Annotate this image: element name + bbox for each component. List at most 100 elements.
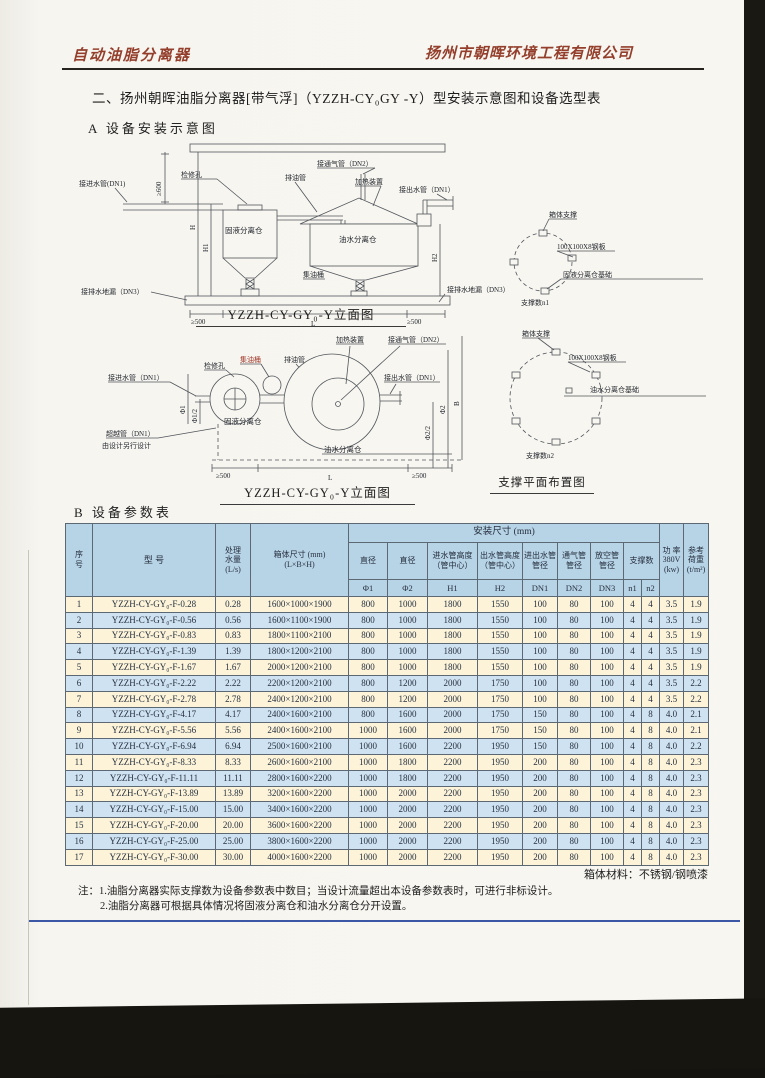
label-drain-left: 接排水地漏（DN3） xyxy=(81,287,144,296)
cell-flow: 30.00 xyxy=(215,848,251,866)
cell-box: 2000×1200×2100 xyxy=(250,659,349,676)
cell-box: 2800×1600×2200 xyxy=(250,769,349,787)
cell-no: 16 xyxy=(65,832,93,850)
cell-no: 10 xyxy=(65,738,93,755)
col-header-box: 箱体尺寸 (mm) (L×B×H) xyxy=(250,523,349,597)
cell-phi1: 800 xyxy=(348,659,388,676)
label-plan-500-right: ≥500 xyxy=(412,472,427,480)
scanned-page: 自动油脂分离器 扬州市朝晖环境工程有限公司 二、扬州朝晖油脂分离器[带气浮]（Y… xyxy=(0,0,746,1010)
cell-n2: 4 xyxy=(640,643,661,661)
cell-phi1: 800 xyxy=(348,674,388,692)
cell-dn3: 100 xyxy=(590,690,624,708)
cell-n1: 4 xyxy=(623,738,642,755)
cell-phi2: 2000 xyxy=(387,832,428,850)
cell-dn2: 80 xyxy=(557,722,591,740)
cell-n2: 8 xyxy=(640,722,661,740)
cell-phi2: 1600 xyxy=(387,722,428,740)
cell-flow: 13.89 xyxy=(215,785,251,803)
cell-dn2: 80 xyxy=(557,643,591,661)
cell-h1: 1800 xyxy=(427,659,478,676)
cell-load: 2.3 xyxy=(683,817,710,834)
cell-load: 2.3 xyxy=(683,832,710,850)
col-header-power: 功 率 380V (kw) xyxy=(659,523,685,597)
plan-caption: YZZH-CY-GY₀-Y立面图 xyxy=(220,482,415,505)
cell-h2: 1950 xyxy=(477,769,523,787)
cell-power: 3.5 xyxy=(659,627,685,645)
cell-dn3: 100 xyxy=(590,832,624,850)
cell-flow: 0.83 xyxy=(215,627,251,645)
cell-n1: 4 xyxy=(623,753,642,771)
cell-dn2: 80 xyxy=(557,785,591,803)
cell-n1: 4 xyxy=(623,627,642,645)
col-header-supports: 支撑数 xyxy=(622,542,661,580)
cell-phi2: 1600 xyxy=(387,706,428,724)
table-row: 6 YZZH-CY-GY₀-F-2.22 2.22 2200×1200×2100 800… xyxy=(65,674,710,692)
cell-flow: 15.00 xyxy=(215,801,251,819)
plan-diagram: 接进水管（DN1） 检修孔 集油桶 排油管 加热装置 接通气管（DN2） 接出水… xyxy=(102,335,463,482)
footer-rule xyxy=(28,920,740,922)
table-row: 17 YZZH-CY-GY₀-F-30.00 30.00 4000×1600×2200… xyxy=(65,848,710,866)
col-header-dia1: 直径 xyxy=(348,542,388,580)
cell-box: 1800×1200×2100 xyxy=(250,643,349,661)
col-header-phi1: Φ1 xyxy=(348,579,388,597)
cell-dn3: 100 xyxy=(590,674,624,692)
cell-box: 2400×1200×2100 xyxy=(250,690,349,708)
cell-load: 1.9 xyxy=(683,627,710,645)
support-diagram-2: 箱体支撑 100X100X8钢板 油水分离仓基础 支撑数n2 xyxy=(509,329,706,460)
cell-phi2: 1000 xyxy=(387,627,428,645)
cell-flow: 0.28 xyxy=(215,596,251,613)
label-plan-bypass-2: 由设计另行设计 xyxy=(102,441,151,450)
label-plan-oil-tank: 油水分离仓 xyxy=(324,444,362,454)
cell-dn2: 80 xyxy=(557,817,591,834)
label-vent-pipe: 接通气管（DN2） xyxy=(317,159,373,168)
col-header-n2: n2 xyxy=(640,579,661,597)
cell-phi2: 2000 xyxy=(387,801,428,819)
cell-dn3: 100 xyxy=(590,627,624,645)
label-oil-tank: 油水分离仓 xyxy=(339,234,377,244)
cell-dn1: 100 xyxy=(522,596,558,613)
cell-power: 4.0 xyxy=(659,848,685,866)
label-steel-plate-2: 100X100X8钢板 xyxy=(568,353,617,362)
label-plan-barrel: 集油桶 xyxy=(240,355,261,364)
cell-n1: 4 xyxy=(623,832,642,850)
cell-dn1: 100 xyxy=(522,659,558,676)
cell-n2: 8 xyxy=(640,738,661,755)
col-header-phi2: Φ2 xyxy=(387,579,428,597)
cell-n2: 8 xyxy=(640,753,661,771)
cell-h1: 2200 xyxy=(427,801,478,819)
cell-phi2: 2000 xyxy=(387,785,428,803)
table-header: 序 号 型 号 处理 水量 (L/s) 箱体尺寸 (mm) (L×B×H) 安装… xyxy=(65,523,710,597)
cell-box: 1800×1100×2100 xyxy=(250,627,349,645)
note-1-text: 1.油脂分离器实际支撑数为设备参数表中数目；当设计流量超出本设备参数表时，可进行… xyxy=(99,886,559,897)
cell-model: YZZH-CY-GY₀-F-13.89 xyxy=(92,785,216,803)
cell-phi1: 1000 xyxy=(348,848,388,866)
label-plan-heater: 加热装置 xyxy=(336,335,364,344)
cell-dn3: 100 xyxy=(590,817,624,834)
cell-load: 2.3 xyxy=(683,785,710,803)
label-plan-phi2: Φ2 xyxy=(439,405,447,414)
cell-n1: 4 xyxy=(623,690,642,708)
cell-phi1: 1000 xyxy=(348,801,388,819)
cell-model: YZZH-CY-GY₀-F-25.00 xyxy=(92,832,216,850)
support-diagram-1: 箱体支撑 100X100X8钢板 固液分离仓基础 支撑数n1 xyxy=(509,210,703,307)
cell-n2: 8 xyxy=(640,817,661,834)
header-rule xyxy=(62,68,704,70)
cell-model: YZZH-CY-GY₀-F-2.78 xyxy=(92,690,216,708)
cell-h2: 1750 xyxy=(477,706,523,724)
label-plan-inlet: 接进水管（DN1） xyxy=(108,373,164,382)
cell-no: 14 xyxy=(65,801,93,819)
cell-dn2: 80 xyxy=(557,674,591,692)
cell-power: 4.0 xyxy=(659,785,685,803)
label-solid-tank: 固液分离仓 xyxy=(225,225,263,235)
cell-n1: 4 xyxy=(623,817,642,834)
cell-power: 4.0 xyxy=(659,753,685,771)
cell-h2: 1750 xyxy=(477,674,523,692)
cell-dn1: 200 xyxy=(522,832,558,850)
note-line-2: 2.油脂分离器可根据具体情况将固液分离仓和油水分离仓分开设置。 xyxy=(100,901,413,913)
cell-phi1: 800 xyxy=(348,596,388,613)
cell-box: 1600×1000×1900 xyxy=(250,596,349,613)
cell-dn3: 100 xyxy=(590,596,624,613)
cell-dn3: 100 xyxy=(590,785,624,803)
cell-power: 4.0 xyxy=(659,832,685,850)
cell-n2: 8 xyxy=(640,769,661,787)
